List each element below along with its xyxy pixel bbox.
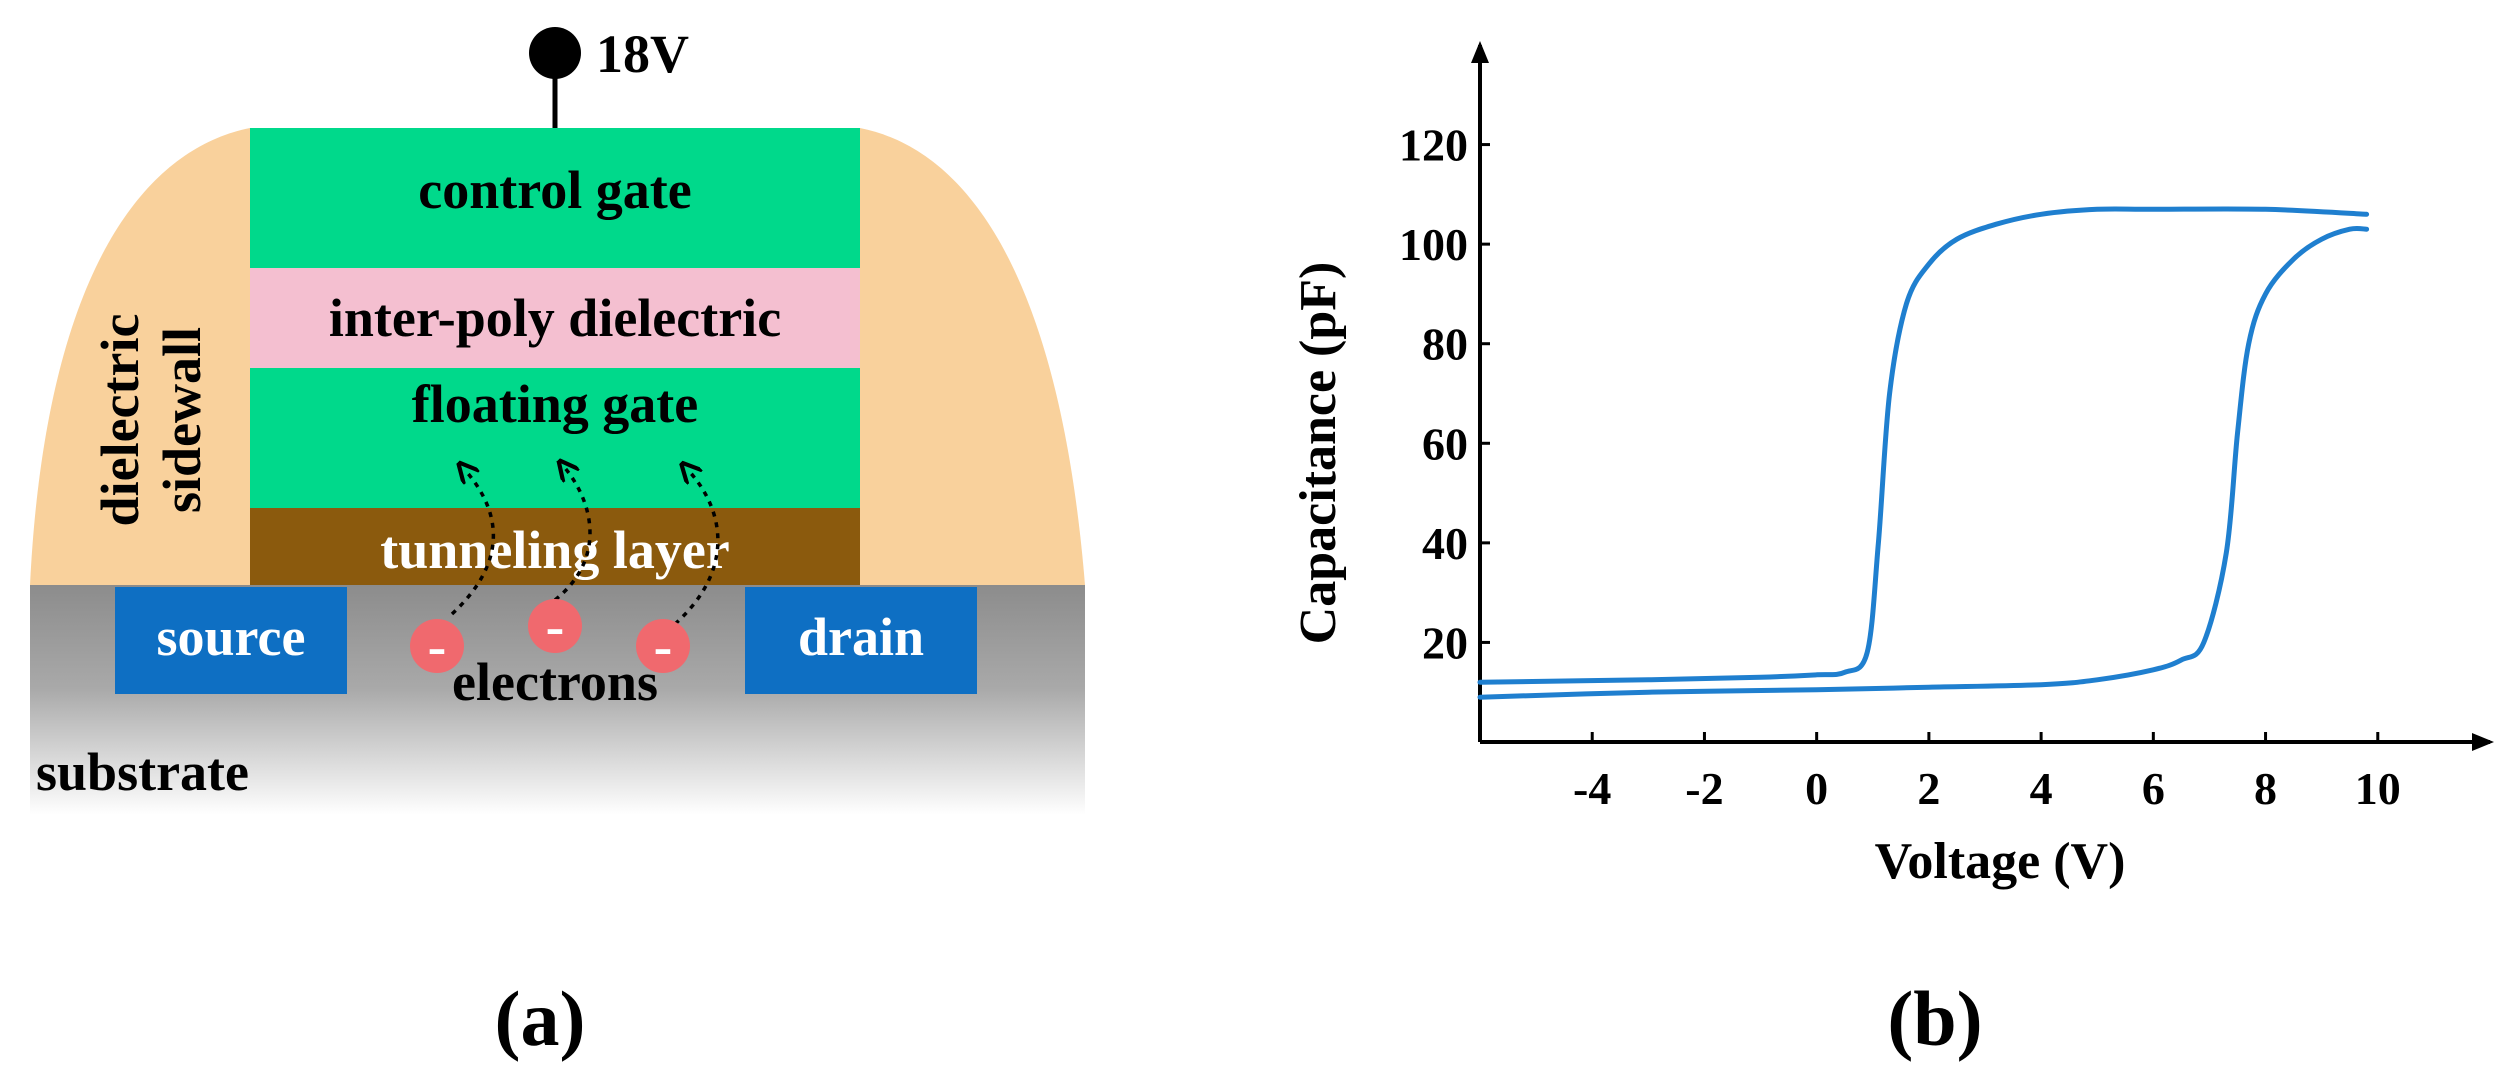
floating-gate-layer [250,368,860,508]
chart-ticks: -4 -2 0 2 4 6 8 10 20 40 60 80 100 120 [1399,120,2401,814]
y-axis-label: Capacitance (pF) [1290,262,1347,645]
tunneling-layer-label: tunneling layer [380,520,730,580]
dielectric-sidewall-right [860,128,1085,585]
cv-chart: -4 -2 0 2 4 6 8 10 20 40 60 80 100 120 Voltage (V) Ca… [1290,41,2494,890]
tunneling-arrow-2 [553,468,592,602]
cv-series-line-1 [1477,206,2370,685]
tunneling-arrow-3 [673,470,720,626]
electron-2: - [528,596,582,658]
cv-series-line-2 [1477,225,2370,700]
x-tick-label: 6 [2142,763,2165,814]
tunneling-arrow-1 [450,470,496,616]
source-region [115,587,347,694]
panel-a-label: (a) [495,975,586,1062]
voltage-label: 18V [596,24,689,84]
y-tick-label: 40 [1422,518,1468,569]
chart-axes [1471,41,2494,751]
x-tick-label: 8 [2254,763,2277,814]
sidewall-label-line1: dielectric [90,314,150,527]
tunneling-layer [250,508,860,585]
device-cross-section: 18V control gate inter-poly dielectric f… [30,24,1085,815]
control-gate-label: control gate [418,160,691,220]
drain-label: drain [798,607,924,667]
svg-text:-: - [654,616,673,678]
inter-poly-dielectric-label: inter-poly dielectric [329,288,781,348]
x-axis-label: Voltage (V) [1875,833,2126,890]
x-tick-label: 0 [1805,763,1828,814]
chart-series [1477,206,2370,700]
electron-1: - [410,616,464,678]
y-tick-label: 20 [1422,617,1468,668]
inter-poly-dielectric-layer [250,268,860,368]
y-tick-label: 100 [1399,219,1468,270]
substrate-label: substrate [36,742,249,802]
floating-gate-label: floating gate [412,374,698,434]
x-tick-label: 4 [2030,763,2053,814]
gate-terminal-dot [529,27,581,79]
svg-text:-: - [546,596,565,658]
dielectric-sidewall-left [30,128,250,585]
source-label: source [157,607,306,667]
sidewall-label-line2: sidewall [152,327,212,513]
y-axis-arrow [1471,41,1489,63]
x-tick-label: 2 [1917,763,1940,814]
drain-region [745,587,977,694]
electron-3: - [636,616,690,678]
y-tick-label: 80 [1422,319,1468,370]
y-tick-label: 60 [1422,418,1468,469]
x-tick-label: 10 [2355,763,2401,814]
x-tick-label: -4 [1573,763,1611,814]
x-axis-arrow [2472,733,2494,751]
electrons-label: electrons [452,652,658,712]
y-tick-label: 120 [1399,120,1468,171]
x-tick-label: -2 [1685,763,1723,814]
control-gate-layer [250,128,860,268]
svg-text:-: - [428,616,447,678]
panel-b-label: (b) [1887,975,1982,1062]
